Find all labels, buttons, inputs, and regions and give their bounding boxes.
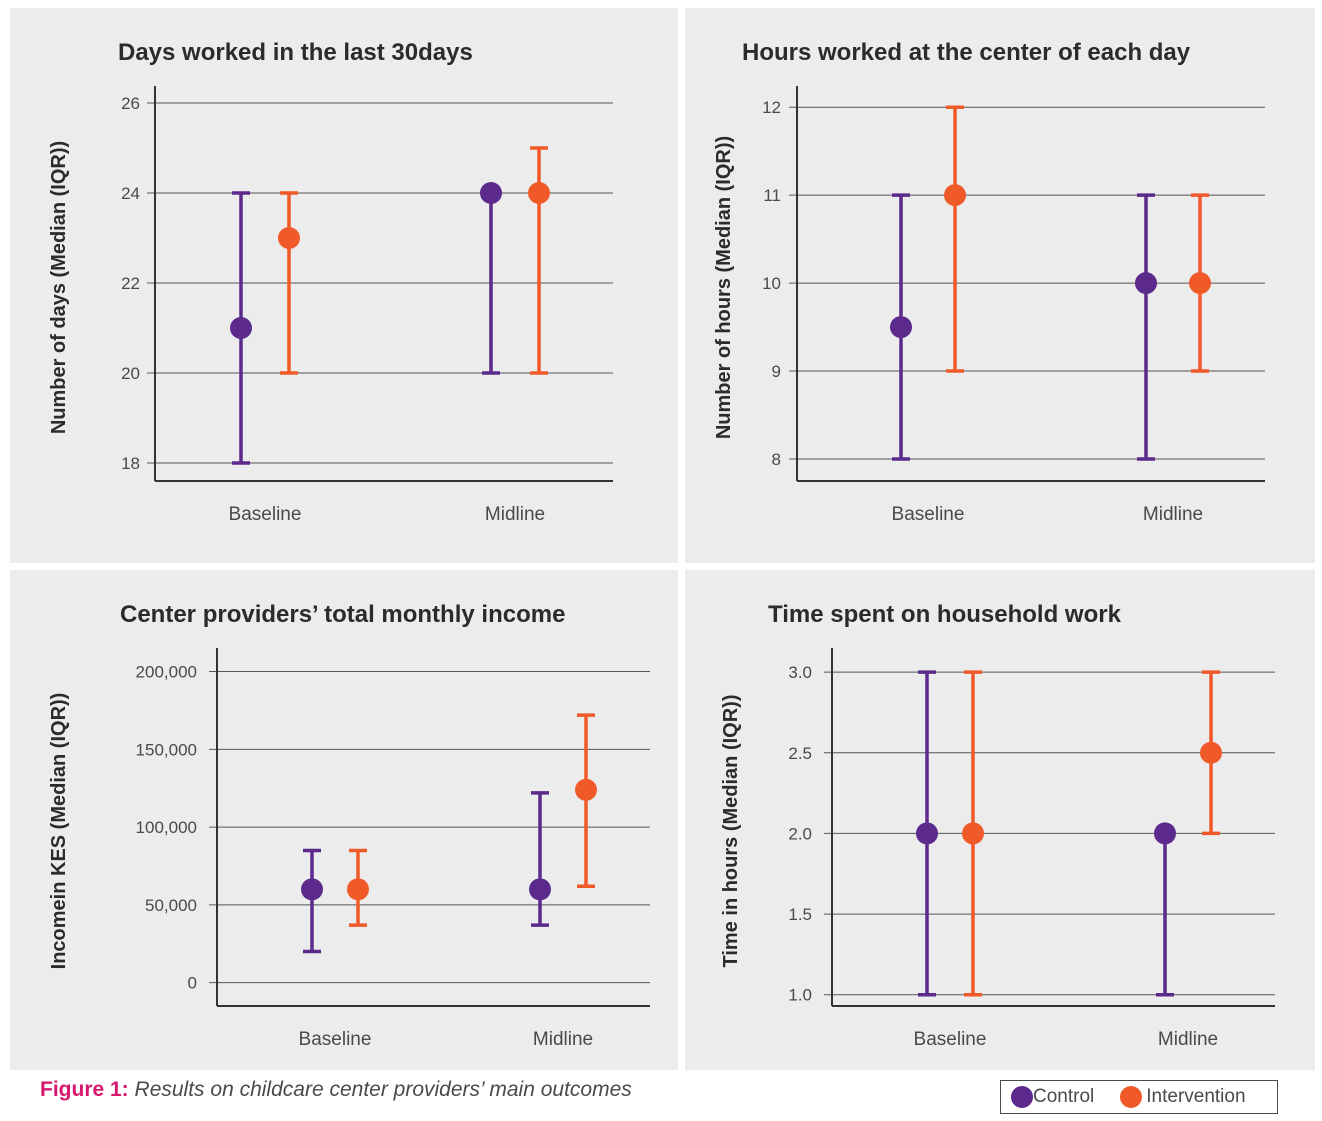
y-tick-label: 3.0 (788, 663, 812, 682)
control-median-point (1154, 822, 1176, 845)
y-tick-label: 9 (772, 362, 781, 381)
y-tick-label: 2.5 (788, 744, 812, 763)
y-axis-label: Number of days (Median (IQR)) (48, 141, 70, 434)
chart-title: Center providers’ total monthly income (120, 601, 565, 628)
intervention-median-point (944, 184, 966, 207)
chart-household-work: Time spent on household work Time in hour… (720, 601, 1275, 1050)
y-tick-label: 10 (762, 274, 781, 293)
control-median-point (230, 317, 252, 339)
intervention-median-point (962, 822, 984, 845)
y-tick-label: 200,000 (136, 663, 197, 682)
chart-panel-household: Time spent on household work Time in hour… (685, 570, 1315, 1070)
legend-item-control: Control (1011, 1086, 1094, 1108)
y-axis-label: Number of hours (Median (IQR)) (713, 136, 735, 439)
y-tick-label: 1.0 (788, 986, 812, 1005)
intervention-median-point (528, 182, 550, 204)
chart-title: Time spent on household work (768, 601, 1122, 628)
intervention-median-point (1189, 272, 1211, 295)
chart-panel-hours: Hours worked at the center of each day Nu… (685, 8, 1315, 563)
y-tick-label: 20 (121, 364, 140, 383)
control-median-point (890, 316, 912, 339)
y-axis-label: Incomein KES (Median (IQR)) (48, 693, 70, 970)
chart-hours-worked: Hours worked at the center of each day Nu… (713, 39, 1265, 525)
control-median-point (301, 878, 323, 901)
y-tick-label: 100,000 (136, 818, 197, 837)
x-tick-label: Midline (1143, 504, 1203, 525)
chart-monthly-income: Center providers’ total monthly income In… (48, 601, 650, 1050)
control-median-point (529, 878, 551, 901)
chart-panel-income: Center providers’ total monthly income In… (10, 570, 678, 1070)
x-tick-label: Midline (1158, 1029, 1218, 1050)
y-tick-label: 22 (121, 274, 140, 293)
control-median-point (480, 182, 502, 204)
y-tick-label: 50,000 (145, 896, 197, 915)
chart-title: Hours worked at the center of each day (742, 39, 1191, 66)
legend-label-control: Control (1033, 1086, 1095, 1107)
control-median-point (1135, 272, 1157, 295)
intervention-median-point (347, 878, 369, 901)
x-tick-label: Baseline (299, 1029, 372, 1050)
y-tick-label: 18 (121, 454, 140, 473)
y-axis-label: Time in hours (Median (IQR)) (720, 695, 742, 968)
y-tick-label: 0 (188, 974, 197, 993)
x-tick-label: Midline (485, 504, 545, 525)
intervention-median-point (278, 227, 300, 249)
legend-marker-control (1011, 1086, 1033, 1108)
figure-caption-text: Results on childcare center providers’ m… (134, 1078, 632, 1101)
y-tick-label: 24 (121, 184, 140, 203)
legend-marker-intervention (1120, 1086, 1143, 1108)
figure-label: Figure 1: (40, 1078, 129, 1101)
chart-panel-days: Days worked in the last 30days Number of … (10, 8, 678, 563)
x-tick-label: Midline (533, 1029, 593, 1050)
y-tick-label: 11 (763, 186, 781, 205)
y-tick-label: 150,000 (136, 740, 197, 759)
y-tick-label: 12 (762, 98, 781, 117)
chart-title: Days worked in the last 30days (118, 39, 473, 66)
figure-caption: Figure 1: Results on childcare center pr… (40, 1078, 632, 1102)
intervention-median-point (1200, 741, 1222, 764)
y-tick-label: 1.5 (788, 905, 812, 924)
y-tick-label: 26 (121, 94, 140, 113)
intervention-median-point (575, 778, 597, 801)
legend-item-intervention: Intervention (1120, 1086, 1246, 1108)
x-tick-label: Baseline (892, 504, 965, 525)
y-tick-label: 8 (772, 450, 781, 469)
y-tick-label: 2.0 (788, 824, 812, 843)
x-tick-label: Baseline (914, 1029, 987, 1050)
x-tick-label: Baseline (229, 504, 302, 525)
control-median-point (916, 822, 938, 845)
legend-label-intervention: Intervention (1146, 1086, 1246, 1107)
legend: Control Intervention (1000, 1080, 1278, 1114)
chart-days-worked: Days worked in the last 30days Number of … (48, 39, 613, 525)
